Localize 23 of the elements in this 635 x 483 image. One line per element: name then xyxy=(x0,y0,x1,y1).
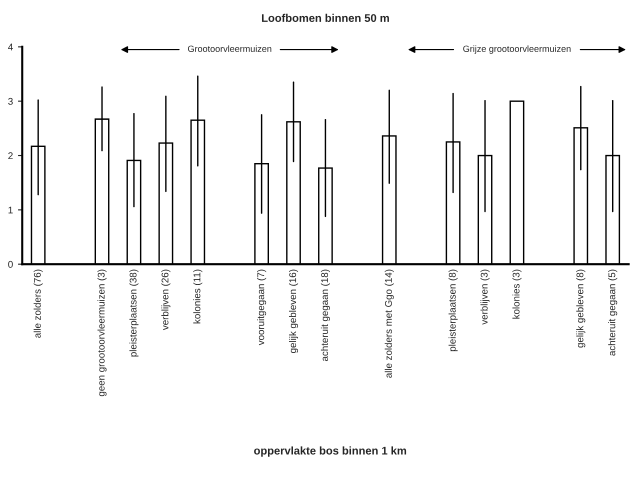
y-tick-label: 0 xyxy=(8,260,13,268)
x-tick-label: gelijk gebleven (8) xyxy=(576,270,586,348)
x-tick-label: verblijven (3) xyxy=(480,270,490,325)
x-tick-label: gelijk gebleven (16) xyxy=(288,270,298,353)
x-tick-label: achteruit gegaan (5) xyxy=(608,270,618,356)
x-tick-label: geen grootoorvleermuizen (3) xyxy=(97,270,107,396)
x-tick-label: achteruit gegaan (18) xyxy=(320,270,330,362)
y-tick-label: 4 xyxy=(8,44,13,50)
x-tick-label: alle zolders met Ggo (14) xyxy=(384,270,394,378)
annotation: Grootoorvleermuizen xyxy=(188,45,272,52)
x-tick-label: alle zolders (76) xyxy=(34,270,43,338)
x-tick-label: kolonies (3) xyxy=(512,270,522,319)
chart-title: Loofbomen binnen 50 m xyxy=(262,14,389,22)
x-tick-label: pleisterplaatsen (38) xyxy=(129,270,138,357)
y-tick-label: 2 xyxy=(8,152,13,160)
x-tick-label: vooruitgegaan (7) xyxy=(257,270,266,346)
annotation: Grijze grootoorvleermuizen xyxy=(463,45,571,54)
text: oppervlakte bos binnen 1 km xyxy=(254,446,406,457)
x-tick-label: pleisterplaatsen (8) xyxy=(448,270,458,352)
y-tick-label: 1 xyxy=(8,206,13,214)
x-tick-label: kolonies (11) xyxy=(193,270,202,324)
y-tick-label: 3 xyxy=(8,98,13,105)
x-tick-label: verblijven (26) xyxy=(161,270,170,330)
